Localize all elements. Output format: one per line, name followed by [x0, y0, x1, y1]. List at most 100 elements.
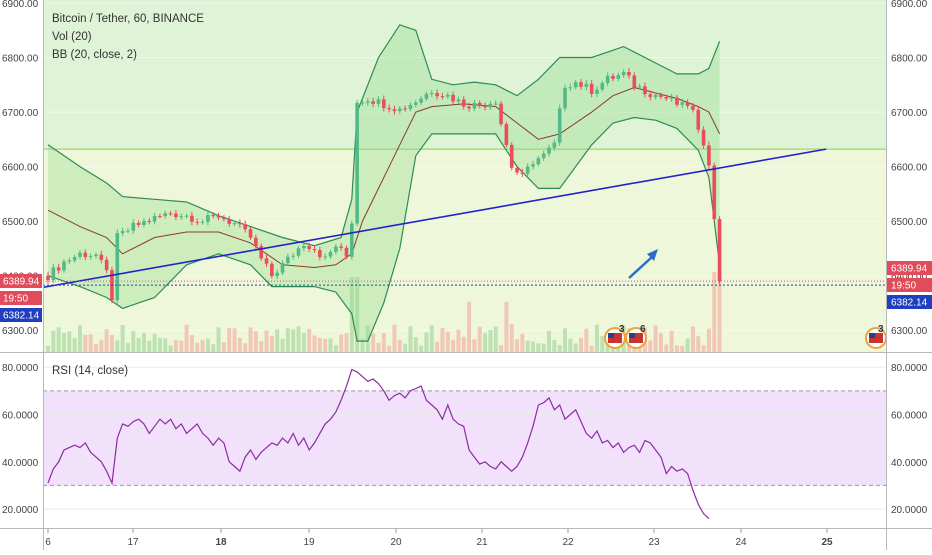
candle-body: [83, 252, 88, 258]
volume-bar: [189, 335, 194, 352]
volume-bar: [376, 342, 381, 352]
candle-body: [270, 263, 274, 277]
time-tick-label: 19: [303, 537, 315, 548]
event-badge-flag-icon[interactable]: 3: [604, 324, 626, 349]
time-tick-label: 21: [476, 537, 488, 548]
price-tick-label-right: 6900.00: [891, 0, 928, 10]
volume-bar: [589, 345, 594, 352]
time-tick-label: 6: [45, 537, 51, 548]
rsi-grid: [43, 366, 886, 510]
volume-bar: [344, 333, 349, 352]
candle-body: [355, 102, 359, 224]
volume-bar: [408, 326, 413, 352]
candle-body: [99, 254, 104, 260]
price-tick-label-left: 6300.00: [2, 326, 39, 337]
time-tick-label: 24: [735, 537, 747, 548]
candle-body: [307, 246, 311, 250]
volume-bar: [232, 328, 237, 352]
candle-body: [67, 260, 72, 262]
candle-body: [142, 220, 146, 225]
time-tick-label: 22: [562, 537, 574, 548]
volume-bar: [685, 338, 690, 352]
volume-bar: [317, 338, 322, 352]
volume-bar: [531, 341, 536, 352]
rsi-axis-left[interactable]: 80.0000 60.0000 40.0000 20.0000: [2, 363, 39, 516]
candle-body: [136, 222, 141, 225]
candle-body: [158, 215, 162, 217]
candle-body: [445, 94, 450, 97]
price-tick-label-right: 6700.00: [891, 108, 928, 119]
event-badge-flag-icon[interactable]: 6: [625, 324, 647, 349]
time-axis[interactable]: 6 17 18 19 20 21 22 23 24 25: [45, 529, 833, 548]
volume-bar: [413, 337, 418, 352]
volume-bar: [392, 324, 397, 352]
volume-bar: [291, 329, 296, 352]
candle-body: [648, 94, 653, 98]
candle-body: [595, 89, 599, 94]
candle-body: [222, 217, 226, 220]
yellow-zone: [43, 149, 886, 352]
candle-body: [163, 213, 168, 217]
volume-bar: [717, 272, 722, 352]
candle-body: [312, 249, 317, 251]
volume-bar: [536, 343, 541, 352]
volume-bar: [701, 345, 706, 352]
rsi-axis-right[interactable]: 80.0000 60.0000 40.0000 20.0000: [891, 363, 928, 516]
volume-bar: [264, 330, 269, 352]
right-countdown-tag: 19:50: [887, 278, 932, 292]
volume-bar: [333, 345, 338, 352]
candle-body: [611, 75, 615, 79]
volume-bar: [451, 339, 456, 352]
volume-bar: [499, 345, 504, 352]
candle-body: [392, 109, 397, 112]
rsi-band: [43, 390, 886, 486]
candle-body: [477, 102, 482, 107]
candle-body: [179, 216, 184, 218]
volume-bar: [56, 327, 61, 352]
volume-bar: [312, 335, 317, 352]
volume-bar: [429, 325, 434, 352]
candle-body: [664, 96, 669, 99]
volume-bar: [563, 328, 568, 352]
candle-body: [51, 267, 56, 281]
volume-bar: [243, 343, 248, 352]
event-badge-count: 6: [640, 324, 646, 335]
volume-bar: [525, 340, 530, 352]
arrow-annotation[interactable]: [628, 249, 658, 279]
candle-body: [62, 261, 66, 271]
candle-body: [531, 164, 535, 167]
volume-bar: [712, 272, 717, 352]
volume-bar: [477, 326, 482, 352]
volume-bar: [435, 341, 440, 352]
price-tick-label-left: 6700.00: [2, 108, 39, 119]
trendline[interactable]: [42, 148, 827, 289]
volume-bar: [307, 328, 312, 352]
rsi-tick-label-left: 80.0000: [2, 363, 39, 374]
candle-body: [579, 82, 583, 87]
volume-bar: [227, 327, 232, 352]
candle-body: [461, 99, 466, 107]
candle-body: [366, 101, 370, 103]
volume-bar: [403, 343, 408, 352]
candle-body: [328, 252, 333, 257]
candle-body: [547, 147, 551, 154]
volume-bar: [195, 342, 200, 352]
volume-bar: [141, 332, 146, 352]
volume-bar: [690, 326, 695, 352]
volume-bar: [365, 325, 370, 352]
rsi-line: [47, 368, 710, 519]
left-price-tag: 6389.94: [0, 274, 42, 288]
candle-body: [126, 230, 130, 232]
price-grid: [43, 2, 886, 331]
volume-bar: [104, 329, 109, 352]
volume-bar: [147, 340, 152, 352]
volume-bar: [552, 340, 557, 352]
price-axis-right[interactable]: 6900.00 6800.00 6700.00 6600.00 6500.00 6400.…: [891, 0, 928, 337]
volume-bar: [493, 326, 498, 352]
candle-body: [302, 246, 306, 249]
volume-bar: [323, 338, 328, 352]
volume-bar: [259, 341, 264, 352]
candle-body: [707, 145, 711, 166]
volume-indicator-label: Vol (20): [52, 31, 92, 43]
candle-body: [334, 246, 338, 253]
